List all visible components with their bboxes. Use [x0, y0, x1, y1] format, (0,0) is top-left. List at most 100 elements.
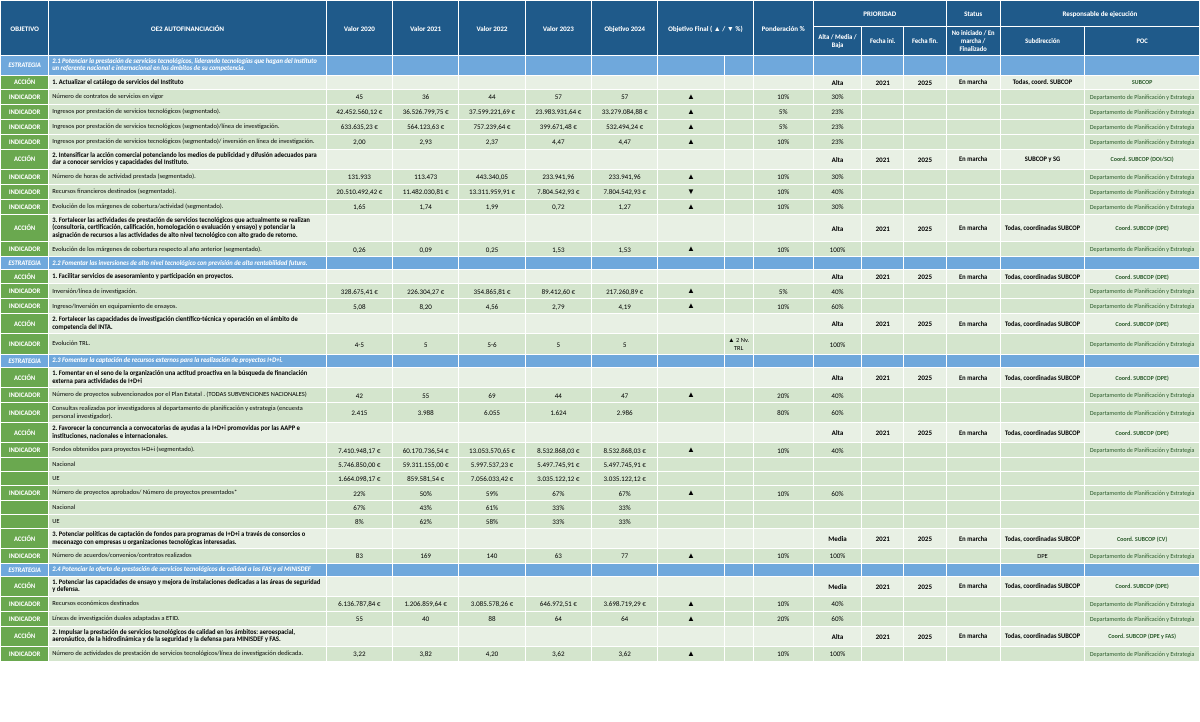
- fecha-fin: [904, 169, 946, 184]
- obj2024: 3.035.122,12 €: [591, 472, 657, 486]
- table-row: ACCIÓN1. Facilitar servicios de asesoram…: [1, 270, 1200, 284]
- fecha-fin: [904, 548, 946, 563]
- subdireccion: Todas, coordinadas SUBCOP: [1000, 368, 1084, 388]
- objfinal-text: [724, 149, 753, 169]
- v2022: 5.997.537,23 €: [459, 458, 525, 472]
- subdireccion: [1000, 501, 1084, 515]
- v2020: 55: [326, 611, 392, 626]
- fecha-fin: [904, 403, 946, 423]
- objfinal-text: [724, 529, 753, 549]
- status: En marcha: [946, 529, 1000, 549]
- fecha-fin: 2025: [904, 368, 946, 388]
- fecha-fin: [904, 355, 946, 368]
- poc: [1085, 515, 1200, 529]
- v2022: [459, 529, 525, 549]
- ponderacion: 5%: [753, 284, 813, 299]
- subdireccion: [1000, 169, 1084, 184]
- status: [946, 334, 1000, 355]
- fecha-ini: [862, 119, 904, 134]
- objfinal-arrow: [658, 257, 724, 270]
- v2021: 50%: [392, 486, 458, 501]
- status: [946, 56, 1000, 76]
- subdireccion: Todas, coordinadas SUBCOP: [1000, 314, 1084, 334]
- status: [946, 611, 1000, 626]
- poc: Departamento de Planificación y Estrateg…: [1085, 199, 1200, 214]
- row-tag: INDICADOR: [1, 242, 49, 257]
- pri-or-objfin: 40%: [813, 284, 861, 299]
- fecha-fin: 2025: [904, 75, 946, 89]
- table-row: INDICADORFondos obtenidos para proyectos…: [1, 443, 1200, 458]
- table-row: ACCIÓN2. Favorecer la concurrencia a con…: [1, 423, 1200, 443]
- pri-or-objfin: 60%: [813, 486, 861, 501]
- obj2024: 57: [591, 89, 657, 104]
- v2020: 131.933: [326, 169, 392, 184]
- poc: Coord. SUBCOP (DPE): [1085, 576, 1200, 596]
- ponderacion: 10%: [753, 486, 813, 501]
- subdireccion: [1000, 388, 1084, 403]
- subdireccion: [1000, 563, 1084, 576]
- pri-or-objfin: 23%: [813, 119, 861, 134]
- row-desc: Inversión/línea de investigación.: [49, 284, 326, 299]
- ponderacion: [753, 75, 813, 89]
- table-row: INDICADOREvolución de los márgenes de co…: [1, 242, 1200, 257]
- objfinal-arrow: [658, 334, 724, 355]
- objfinal-text: [724, 242, 753, 257]
- poc: [1085, 501, 1200, 515]
- v2023: 1.624: [525, 403, 591, 423]
- row-tag: INDICADOR: [1, 199, 49, 214]
- v2021: 2,93: [392, 134, 458, 149]
- objfinal-text: [724, 299, 753, 314]
- table-row: INDICADORIngresos por prestación de serv…: [1, 104, 1200, 119]
- obj2024: [591, 423, 657, 443]
- objfinal-arrow: ▲: [658, 134, 724, 149]
- objfinal-text: [724, 270, 753, 284]
- ponderacion: 5%: [753, 104, 813, 119]
- status: [946, 515, 1000, 529]
- poc: Departamento de Planificación y Estrateg…: [1085, 486, 1200, 501]
- obj2024: [591, 75, 657, 89]
- fecha-ini: [862, 388, 904, 403]
- objfinal-text: [724, 458, 753, 472]
- v2020: [326, 257, 392, 270]
- v2021: 43%: [392, 501, 458, 515]
- pri-or-objfin: [813, 355, 861, 368]
- v2021: 36: [392, 89, 458, 104]
- pri-or-objfin: 100%: [813, 548, 861, 563]
- row-desc: 2.4 Potenciar la oferta de prestación de…: [49, 563, 326, 576]
- row-desc: Evolución de los márgenes de cobertura/a…: [49, 199, 326, 214]
- v2022: 59%: [459, 486, 525, 501]
- poc: Departamento de Planificación y Estrateg…: [1085, 89, 1200, 104]
- v2021: 40: [392, 611, 458, 626]
- table-row: ESTRATEGIA2.4 Potenciar la oferta de pre…: [1, 563, 1200, 576]
- v2021: 113.473: [392, 169, 458, 184]
- fecha-ini: [862, 299, 904, 314]
- v2023: 67%: [525, 486, 591, 501]
- v2021: [392, 56, 458, 76]
- ponderacion: 10%: [753, 242, 813, 257]
- h-obj2024: Objetivo 2024: [591, 1, 657, 56]
- h-pond: Ponderación %: [753, 1, 813, 56]
- v2023: 44: [525, 388, 591, 403]
- h-subdir: Subdirección: [1000, 27, 1084, 56]
- subdireccion: [1000, 299, 1084, 314]
- v2022: 4,20: [459, 646, 525, 661]
- obj2024: 33%: [591, 515, 657, 529]
- v2023: [525, 214, 591, 241]
- objfinal-text: [724, 646, 753, 661]
- objfinal-arrow: ▲: [658, 486, 724, 501]
- obj2024: 1,27: [591, 199, 657, 214]
- table-row: INDICADORNúmero de proyectos subvenciona…: [1, 388, 1200, 403]
- row-tag: [1, 458, 49, 472]
- objfinal-arrow: [658, 423, 724, 443]
- v2022: 4,56: [459, 299, 525, 314]
- table-row: INDICADORIngreso/Inversión en equipamien…: [1, 299, 1200, 314]
- v2020: 45: [326, 89, 392, 104]
- v2020: [326, 423, 392, 443]
- v2022: [459, 149, 525, 169]
- objfinal-arrow: ▲: [658, 119, 724, 134]
- obj2024: [591, 626, 657, 646]
- objfinal-text: [724, 119, 753, 134]
- v2020: 5.746.850,00 €: [326, 458, 392, 472]
- obj2024: 1,53: [591, 242, 657, 257]
- pri-or-objfin: 30%: [813, 169, 861, 184]
